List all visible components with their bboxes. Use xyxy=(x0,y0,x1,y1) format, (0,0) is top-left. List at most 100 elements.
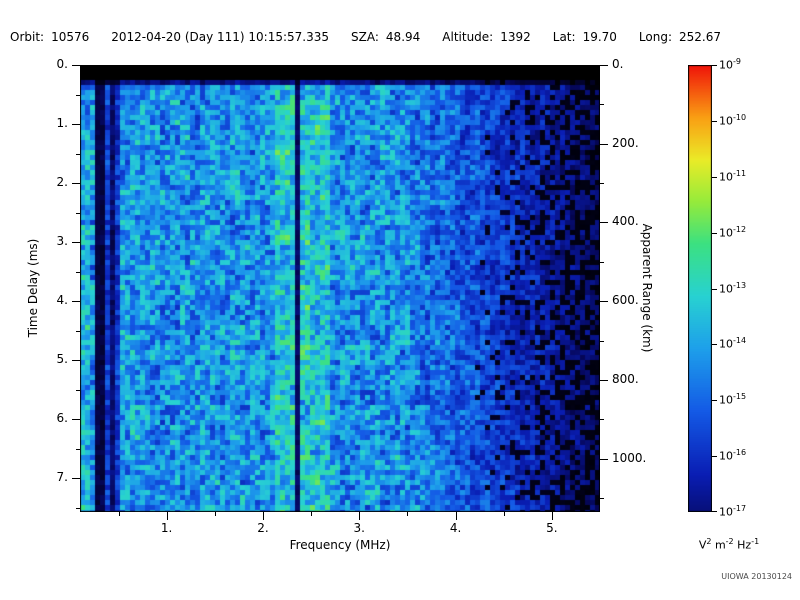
colorbar-tick xyxy=(712,344,717,346)
y-right-minor-tick xyxy=(600,183,604,185)
colorbar-tick xyxy=(712,120,717,122)
datetime-readout: 2012-04-20 (Day 111) 10:15:57.335 xyxy=(111,30,329,44)
y-left-minor-tick xyxy=(76,94,80,96)
colorbar-tick-label: 10-14 xyxy=(719,336,747,352)
credit-text: UIOWA 20130124 xyxy=(721,572,792,581)
y-left-tick-label: 2. xyxy=(56,175,68,190)
y-right-tick xyxy=(600,222,608,224)
y-left-tick-label: 3. xyxy=(56,234,68,249)
colorbar-tick xyxy=(712,288,717,290)
x-axis-tick xyxy=(166,512,168,520)
y-right-minor-tick xyxy=(600,498,604,500)
x-axis-minor-tick xyxy=(407,512,409,516)
x-axis-tick-label: 5. xyxy=(546,521,558,535)
colorbar-tick-label: 10-10 xyxy=(719,112,747,128)
x-axis-minor-tick xyxy=(503,512,505,516)
y-left-minor-tick xyxy=(76,330,80,332)
y-left-tick xyxy=(72,124,80,126)
y-left-tick xyxy=(72,65,80,66)
datetime-value: 2012-04-20 (Day 111) 10:15:57.335 xyxy=(111,30,330,44)
y-right-tick xyxy=(600,65,608,66)
y-left-tick-label: 5. xyxy=(56,352,68,367)
x-axis-minor-tick xyxy=(311,512,313,516)
x-axis-tick xyxy=(551,512,553,520)
y-left-tick xyxy=(72,301,80,303)
y-left-tick xyxy=(72,419,80,421)
y-left-minor-tick xyxy=(76,153,80,155)
colorbar-tick-label: 10-11 xyxy=(719,168,747,184)
y-right-minor-tick xyxy=(600,340,604,342)
y-right-tick-label: 1000. xyxy=(612,450,647,465)
y-left-tick xyxy=(72,183,80,185)
colorbar-tick xyxy=(712,65,717,66)
x-axis-tick-label: 4. xyxy=(449,521,462,535)
altitude-value: 1392 xyxy=(500,30,531,44)
colorbar-tick-label: 10-13 xyxy=(719,280,747,296)
y-right-tick xyxy=(600,379,608,381)
y-left-tick-label: 0. xyxy=(56,57,68,71)
orbit-label: Orbit: xyxy=(10,30,45,44)
y-left-tick-label: 4. xyxy=(56,293,68,308)
lat-value: 19.70 xyxy=(582,30,617,44)
colorbar-tick xyxy=(712,232,717,234)
y-left-tick xyxy=(72,242,80,244)
y-axis-label-right: Apparent Range (km) xyxy=(640,223,654,353)
y-left-tick-label: 6. xyxy=(56,411,68,426)
y-left-tick xyxy=(72,360,80,362)
colorbar-gradient xyxy=(688,65,712,512)
long-readout: Long: 252.67 xyxy=(639,30,721,44)
x-axis-tick-label: 1. xyxy=(160,521,173,535)
orbit-readout: Orbit: 10576 xyxy=(10,30,89,44)
y-right-tick-label: 200. xyxy=(612,135,639,150)
y-right-tick-label: 400. xyxy=(612,214,639,229)
colorbar-tick xyxy=(712,511,717,512)
y-left-minor-tick xyxy=(76,271,80,273)
long-value: 252.67 xyxy=(679,30,722,44)
x-axis-label: Frequency (MHz) xyxy=(289,538,391,552)
y-left-minor-tick xyxy=(76,448,80,450)
y-left-tick-label: 1. xyxy=(56,116,68,131)
spectrogram-heatmap xyxy=(80,65,600,512)
colorbar-tick xyxy=(712,456,717,458)
lat-label: Lat: xyxy=(552,30,576,44)
y-right-tick xyxy=(600,458,608,460)
colorbar-tick-label: 10-16 xyxy=(719,448,747,463)
y-left-minor-tick xyxy=(76,212,80,214)
y-right-tick xyxy=(600,301,608,303)
x-axis-tick xyxy=(455,512,457,520)
y-left-minor-tick xyxy=(76,507,80,509)
x-axis-tick xyxy=(262,512,264,520)
y-right-tick-label: 800. xyxy=(612,371,639,386)
sza-label: SZA: xyxy=(351,30,379,44)
y-right-minor-tick xyxy=(600,419,604,421)
y-right-tick-label: 600. xyxy=(612,293,639,308)
y-right-minor-tick xyxy=(600,261,604,263)
colorbar-tick-label: 10-9 xyxy=(719,57,741,72)
colorbar-tick-label: 10-17 xyxy=(719,504,747,519)
colorbar-tick-label: 10-12 xyxy=(719,224,747,240)
sza-value: 48.94 xyxy=(385,30,421,44)
y-left-tick-label: 7. xyxy=(56,470,68,485)
y-right-minor-tick xyxy=(600,104,604,106)
x-axis-minor-tick xyxy=(118,512,120,516)
y-axis-label-left: Time Delay (ms) xyxy=(26,238,40,338)
x-axis-tick xyxy=(359,512,361,520)
y-left-tick xyxy=(72,478,80,480)
x-axis-tick-label: 2. xyxy=(257,521,269,535)
altitude-readout: Altitude: 1392 xyxy=(442,30,530,44)
sza-readout: SZA: 48.94 xyxy=(351,30,420,44)
lat-readout: Lat: 19.70 xyxy=(553,30,617,44)
altitude-label: Altitude: xyxy=(442,30,494,44)
x-axis-tick-label: 3. xyxy=(353,521,365,535)
x-axis-minor-tick xyxy=(214,512,216,516)
y-left-minor-tick xyxy=(76,389,80,391)
colorbar-tick xyxy=(712,176,717,178)
colorbar-units-label: V2 m-2 Hz-1 xyxy=(698,537,760,552)
colorbar-tick xyxy=(712,400,717,402)
orbit-value: 10576 xyxy=(51,30,90,44)
colorbar-tick-label: 10-15 xyxy=(719,392,747,407)
y-right-tick-label: 0. xyxy=(612,57,624,71)
y-right-tick xyxy=(600,143,608,145)
long-label: Long: xyxy=(638,30,673,44)
